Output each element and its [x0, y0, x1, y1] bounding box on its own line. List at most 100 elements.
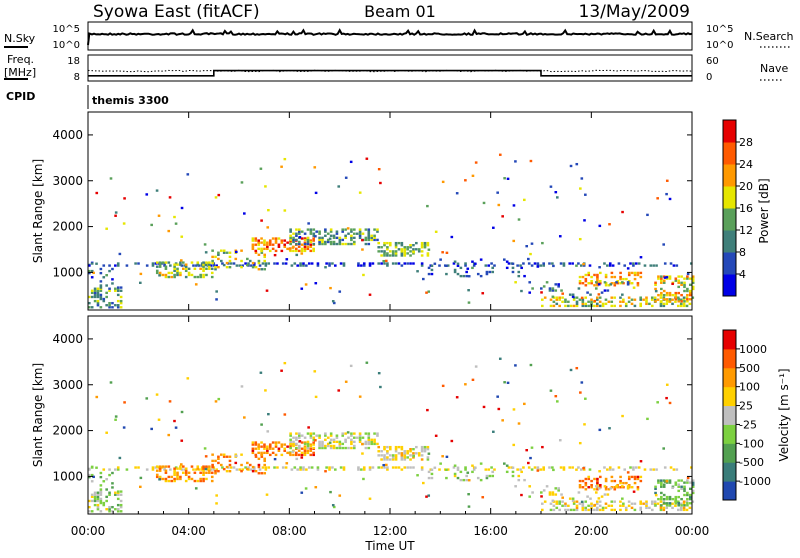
velocity-cell — [303, 446, 307, 450]
power-cell — [403, 262, 407, 265]
power-cell — [243, 212, 246, 215]
velocity-cell — [686, 491, 689, 495]
velocity-cell — [386, 466, 389, 469]
velocity-cell — [273, 466, 276, 469]
velocity-cell — [341, 446, 345, 450]
power-cell — [99, 284, 103, 287]
power-cell — [481, 292, 485, 295]
velocity-cell — [580, 381, 584, 384]
power-cell — [145, 264, 149, 267]
velocity-cell — [606, 493, 610, 496]
power-cell — [597, 283, 601, 286]
power-cell — [370, 238, 373, 242]
velocity-cell — [264, 468, 268, 471]
power-cell — [295, 234, 298, 237]
power-cell — [423, 241, 427, 245]
power-cell — [383, 252, 386, 255]
power-cell — [306, 228, 310, 231]
velocity-cell — [386, 468, 389, 471]
velocity-cell — [403, 454, 407, 457]
power-cell — [551, 287, 555, 290]
nave-label: Nave — [760, 62, 788, 75]
velocity-cell — [243, 416, 246, 419]
power-cell — [203, 262, 207, 265]
velocity-cell — [302, 466, 305, 469]
velocity-cell — [441, 455, 444, 458]
velocity-cell — [298, 444, 301, 448]
velocity-cell — [215, 502, 218, 505]
velocity-cell — [596, 481, 599, 485]
power-cell — [476, 272, 480, 276]
noise-left-tick-bottom: 10^0 — [53, 40, 80, 51]
velocity-cell — [680, 479, 683, 482]
power-cell — [155, 265, 159, 268]
velocity-cell — [357, 466, 360, 469]
power-cell — [96, 304, 100, 307]
power-cell — [358, 191, 362, 194]
power-cell — [266, 245, 269, 248]
velocity-cell — [426, 445, 430, 449]
velocity-cell — [266, 445, 269, 448]
power-cell — [386, 264, 389, 267]
power-cell — [157, 214, 161, 217]
power-cell — [479, 258, 483, 261]
power-cell — [167, 271, 171, 275]
power-cell — [306, 236, 310, 240]
velocity-cell — [552, 468, 555, 472]
power-cell — [114, 211, 118, 214]
power-cell — [257, 247, 260, 251]
velocity-cell — [490, 466, 493, 469]
velocity-cell — [222, 455, 226, 458]
power-cell — [96, 291, 100, 295]
velocity-cell — [280, 443, 284, 446]
power-cell — [471, 266, 474, 270]
velocity-cell — [116, 468, 120, 471]
power-cell — [211, 249, 214, 252]
velocity-cell — [671, 506, 674, 510]
power-cell — [116, 262, 120, 265]
power-cell — [549, 185, 553, 188]
power-colorbar-swatch — [723, 274, 736, 297]
power-cell — [367, 234, 371, 237]
power-cell — [312, 242, 316, 246]
velocity-cell — [406, 450, 409, 453]
velocity-cell — [99, 497, 103, 501]
power-cell — [634, 262, 638, 265]
velocity-cell — [686, 497, 689, 501]
power-cell — [90, 262, 94, 265]
velocity-cell — [560, 493, 563, 496]
velocity-cell — [350, 440, 353, 444]
power-cell — [578, 282, 582, 285]
velocity-cell — [217, 397, 221, 401]
velocity-cell — [511, 474, 515, 478]
power-cell — [639, 298, 643, 301]
velocity-cell — [157, 466, 161, 469]
velocity-colorbar-swatch — [723, 367, 736, 388]
velocity-cell — [96, 491, 100, 494]
velocity-cell — [196, 465, 200, 468]
power-cell — [314, 235, 317, 238]
velocity-cell — [578, 479, 582, 483]
velocity-cell — [619, 508, 622, 512]
power-cell — [571, 262, 574, 265]
power-cell — [108, 287, 111, 290]
power-cell — [683, 289, 686, 293]
power-cell — [589, 293, 592, 296]
velocity-cell — [529, 456, 532, 460]
velocity-cell — [388, 454, 392, 457]
velocity-cell — [235, 468, 239, 471]
power-cell — [520, 266, 523, 270]
velocity-cell — [578, 441, 582, 445]
velocity-cell — [683, 489, 686, 493]
power-cell — [158, 271, 162, 275]
power-cell — [584, 296, 588, 299]
velocity-cell — [251, 465, 255, 469]
power-cell — [295, 228, 298, 231]
velocity-cell — [295, 457, 299, 461]
velocity-cell — [686, 504, 689, 507]
power-cell — [501, 215, 504, 218]
velocity-cell — [627, 500, 631, 503]
power-cell — [653, 296, 657, 299]
power-cell — [328, 237, 332, 240]
power-cell — [190, 273, 194, 277]
